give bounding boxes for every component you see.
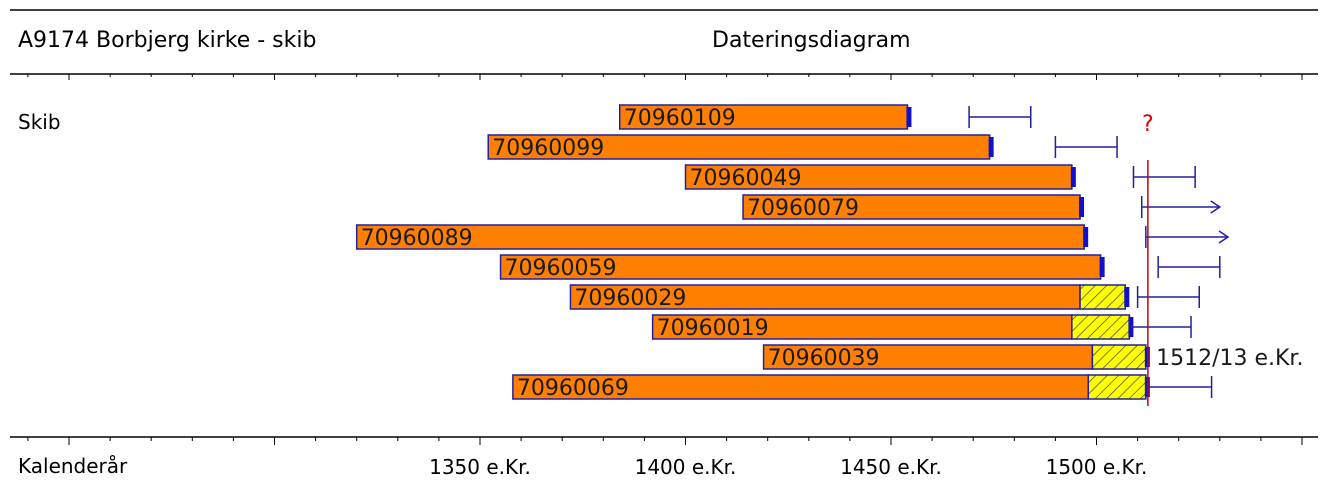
sample-row: 70960089: [355, 224, 1230, 251]
interval-open-arrow: [1218, 230, 1230, 244]
sample-row: 70960019: [651, 314, 1192, 341]
sample-row: 70960059: [499, 254, 1221, 281]
heartwood-bar: [512, 374, 1090, 400]
sample-id-label: 70960029: [574, 286, 686, 311]
chart-title: A9174 Borbjerg kirke - skib: [18, 28, 317, 53]
x-tick-label: 1450 e.Kr.: [840, 455, 942, 479]
heartwood-bar: [618, 104, 909, 130]
sample-row: 70960079: [742, 194, 1222, 221]
x-tick-label: 1400 e.Kr.: [635, 455, 737, 479]
sample-id-label: 70960059: [505, 256, 617, 281]
x-tick-label: 1350 e.Kr.: [429, 455, 531, 479]
sapwood-hatch: [1071, 315, 1130, 339]
x-tick-label: 1500 e.Kr.: [1046, 455, 1148, 479]
bark-edge-mark: [1099, 257, 1105, 277]
sample-id-label: 70960099: [492, 136, 604, 161]
sample-row: 70960109: [618, 104, 1032, 131]
uncertain-marker: ?: [1142, 112, 1154, 137]
sample-id-label: 70960069: [517, 376, 629, 401]
bark-edge-mark: [906, 107, 912, 127]
bark-edge-mark: [1070, 167, 1076, 187]
bark-edge-mark: [1124, 287, 1130, 307]
chart-subtitle: Dateringsdiagram: [712, 28, 911, 53]
sample-id-label: 70960079: [747, 196, 859, 221]
bark-edge-mark: [1079, 197, 1085, 217]
bark-edge-mark: [1083, 227, 1089, 247]
sample-id-label: 70960089: [361, 226, 473, 251]
heartwood-bar: [355, 224, 1085, 250]
sample-id-label: 70960019: [657, 316, 769, 341]
sample-id-label: 70960039: [768, 346, 880, 371]
felling-date-label: 1512/13 e.Kr.: [1156, 346, 1303, 371]
sample-id-label: 70960109: [624, 106, 736, 131]
sapwood-hatch: [1088, 375, 1146, 399]
x-axis-title: Kalenderår: [18, 454, 128, 478]
sample-id-label: 70960049: [690, 166, 802, 191]
heartwood-bar: [569, 284, 1081, 310]
sample-row: 70960029: [569, 284, 1200, 311]
sapwood-hatch: [1092, 345, 1146, 369]
heartwood-bar: [684, 164, 1073, 190]
sapwood-hatch: [1080, 285, 1126, 309]
sample-row: 70960049: [684, 164, 1196, 191]
sample-row: 70960039: [762, 344, 1150, 371]
heartwood-bar: [762, 344, 1094, 370]
heartwood-bar: [651, 314, 1073, 340]
group-label: Skib: [18, 110, 61, 134]
sample-row: 70960069: [512, 374, 1213, 401]
sample-row: 70960099: [487, 134, 1118, 161]
bark-edge-mark: [988, 137, 994, 157]
interval-open-arrow: [1210, 200, 1222, 214]
